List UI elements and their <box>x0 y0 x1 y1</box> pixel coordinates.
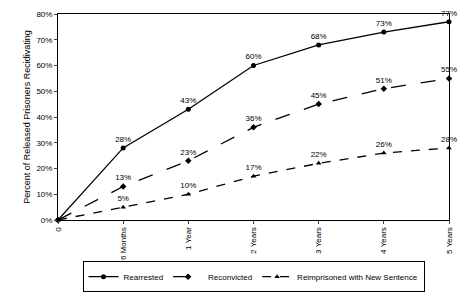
svg-text:1 Year: 1 Year <box>184 227 193 250</box>
svg-text:55%: 55% <box>441 65 457 74</box>
svg-text:28%: 28% <box>441 135 457 144</box>
svg-text:5%: 5% <box>117 194 129 203</box>
svg-text:50%: 50% <box>36 87 52 96</box>
svg-text:10%: 10% <box>36 190 52 199</box>
svg-text:36%: 36% <box>245 114 261 123</box>
svg-text:68%: 68% <box>311 32 327 41</box>
svg-text:Percent of Released Prisoners: Percent of Released Prisoners Recidivati… <box>22 30 32 204</box>
svg-text:26%: 26% <box>376 140 392 149</box>
svg-text:51%: 51% <box>376 76 392 85</box>
svg-text:77%: 77% <box>441 9 457 18</box>
svg-text:6 Months: 6 Months <box>119 227 128 260</box>
svg-text:80%: 80% <box>36 10 52 19</box>
svg-text:20%: 20% <box>36 164 52 173</box>
svg-text:22%: 22% <box>311 150 327 159</box>
svg-text:43%: 43% <box>180 96 196 105</box>
svg-text:5 Years: 5 Years <box>445 227 454 254</box>
svg-text:23%: 23% <box>180 148 196 157</box>
svg-text:30%: 30% <box>36 139 52 148</box>
svg-text:45%: 45% <box>311 91 327 100</box>
svg-text:0%: 0% <box>41 216 53 225</box>
svg-text:17%: 17% <box>245 163 261 172</box>
svg-text:13%: 13% <box>115 173 131 182</box>
svg-text:0: 0 <box>54 227 63 232</box>
svg-text:40%: 40% <box>36 113 52 122</box>
svg-text:3 Years: 3 Years <box>314 227 323 254</box>
svg-text:10%: 10% <box>180 181 196 190</box>
svg-text:4 Years: 4 Years <box>379 227 388 254</box>
svg-text:73%: 73% <box>376 19 392 28</box>
svg-text:70%: 70% <box>36 36 52 45</box>
svg-text:Reimprisoned with New Sentence: Reimprisoned with New Sentence <box>297 273 418 282</box>
svg-text:60%: 60% <box>36 61 52 70</box>
svg-text:Rearrested: Rearrested <box>124 273 164 282</box>
svg-text:2 Years: 2 Years <box>249 227 258 254</box>
svg-text:28%: 28% <box>115 135 131 144</box>
svg-text:Reconvicted: Reconvicted <box>208 273 252 282</box>
svg-text:60%: 60% <box>245 52 261 61</box>
